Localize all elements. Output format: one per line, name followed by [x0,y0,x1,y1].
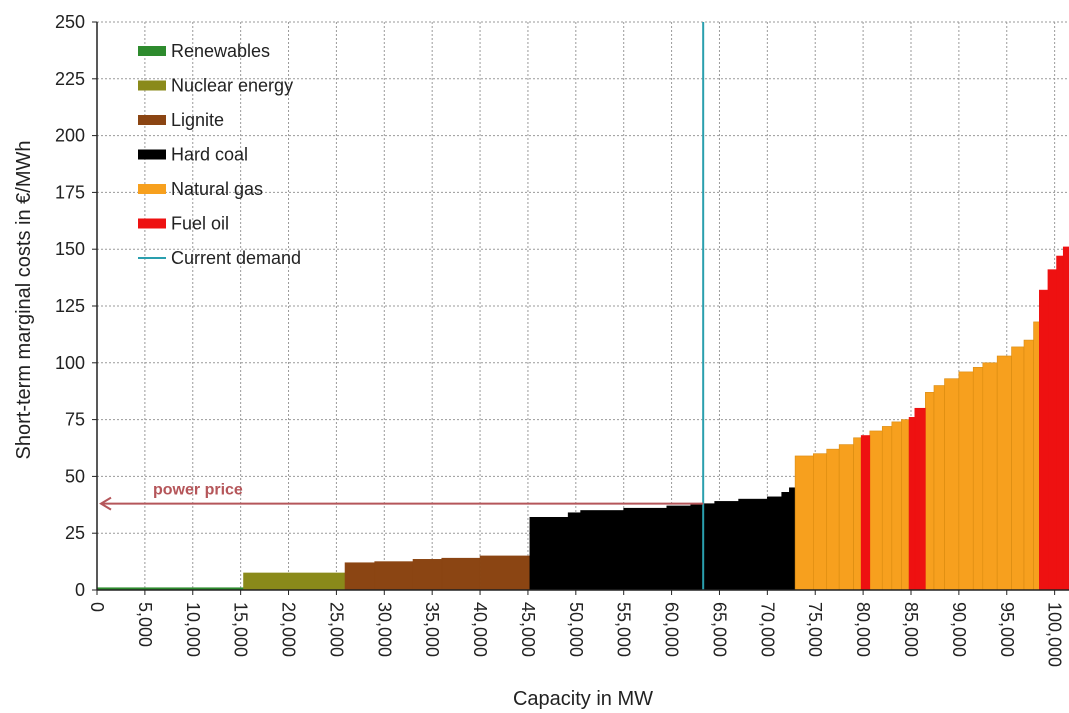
legend-swatch [138,184,166,194]
legend-swatch [138,46,166,56]
x-tick-label: 80,000 [853,602,873,657]
legend: Renewables Nuclear energy Lignite Hard coal… [138,41,301,268]
bar-segment [479,555,531,591]
bar-segment [243,572,346,591]
bar-segment [869,430,883,591]
x-tick-label: 30,000 [374,602,394,657]
y-tick-label: 0 [75,580,85,600]
bar-segment [412,559,443,591]
x-tick-label: 65,000 [709,602,729,657]
bar-segment [344,562,376,591]
bar-segment [908,417,916,591]
legend-label: Lignite [171,110,224,130]
y-tick-label: 125 [55,296,85,316]
y-tick-label: 100 [55,353,85,373]
x-tick-label: 75,000 [805,602,825,657]
y-tick-label: 150 [55,239,85,259]
legend-label: Natural gas [171,179,263,199]
x-tick-label: 90,000 [949,602,969,657]
x-tick-label: 40,000 [470,602,490,657]
bar-segment [838,444,854,591]
bar-segment [1056,255,1064,591]
y-axis-title: Short-term marginal costs in €/MWh [13,141,35,460]
bar-segment [580,510,624,591]
bar-segment [529,516,569,591]
y-tick-label: 250 [55,12,85,32]
bar-segment [826,448,840,591]
x-tick-label: 35,000 [422,602,442,657]
legend-swatch [138,149,166,160]
power-price-label: power price [153,482,243,499]
bar-segment [714,501,739,591]
y-tick-label: 200 [55,126,85,146]
legend-swatch [138,115,166,125]
tick-labels: 0 25 50 75 100 125 150 175 200 225 250 0 5,000 10,000… [55,12,1065,667]
bar-segment [982,362,998,591]
legend-label: Nuclear energy [171,76,293,96]
y-tick-label: 175 [55,182,85,202]
bar-segment [901,419,910,591]
bar-segment [789,487,796,591]
bar-segment [933,385,945,591]
x-tick-label: 50,000 [566,602,586,657]
x-tick-label: 100,000 [1045,602,1065,667]
bar-segment [666,505,692,591]
bar-segment [914,407,926,591]
x-tick-label: 15,000 [231,602,251,657]
legend-label: Current demand [171,248,301,268]
y-tick-label: 50 [65,466,85,486]
bar-segment [623,507,668,591]
legend-label: Renewables [171,41,270,61]
bar-segment [767,496,783,591]
bar-segment [958,371,974,591]
bar-segment [1047,269,1057,591]
bar-segment [853,437,862,591]
x-tick-label: 60,000 [662,602,682,657]
legend-swatch [138,80,166,91]
bar-segment [781,492,790,591]
x-tick-label: 10,000 [183,602,203,657]
bar-segment [1033,321,1040,591]
bar-segment [860,435,871,591]
bar-segment [1039,289,1049,591]
bar-segment [794,455,814,591]
x-tick-label: 25,000 [326,602,346,657]
legend-label: Hard coal [171,145,248,165]
power-price-annotation: power price [99,482,704,511]
bar-segment [1023,339,1034,591]
y-tick-label: 25 [65,523,85,543]
y-tick-label: 75 [65,410,85,430]
x-tick-label: 0 [87,602,107,612]
bar-segment [441,557,481,591]
x-tick-label: 55,000 [614,602,634,657]
y-tick-label: 225 [55,69,85,89]
x-tick-label: 85,000 [901,602,921,657]
x-tick-label: 70,000 [757,602,777,657]
bar-segment [891,421,902,591]
power-price-arrow-head [99,496,112,511]
bar-segment [881,426,893,591]
bar-segment [925,392,935,591]
bar-segment [567,512,581,591]
bar-segment [813,453,828,591]
bar-segment [972,367,984,591]
x-tick-label: 20,000 [279,602,299,657]
bar-segment [738,498,768,591]
x-axis-title: Capacity in MW [513,688,653,710]
x-tick-label: 95,000 [997,602,1017,657]
x-tick-label: 5,000 [135,602,155,647]
bar-segment [944,378,960,591]
x-tick-label: 45,000 [518,602,538,657]
legend-swatch [138,218,166,229]
bar-segment [1062,246,1069,591]
bar-segment [996,355,1012,591]
capacity-bars [96,246,1069,591]
bar-segment [374,561,414,591]
bar-segment [1011,346,1025,591]
legend-label: Fuel oil [171,214,229,234]
